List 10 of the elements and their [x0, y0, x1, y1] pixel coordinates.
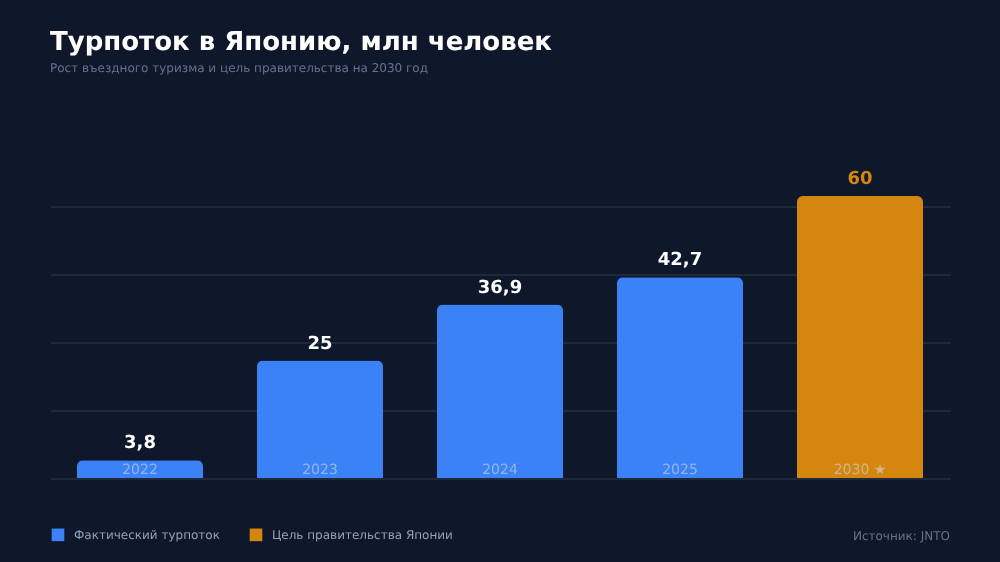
- chart-title: Турпоток в Японию, млн человек: [50, 28, 553, 58]
- data-label: 3,8: [124, 434, 156, 455]
- data-label: 36,9: [477, 278, 523, 299]
- bar: [257, 360, 383, 478]
- data-label: 25: [307, 334, 333, 355]
- bar: [437, 304, 563, 478]
- bar: [617, 277, 743, 478]
- data-label: 60: [847, 170, 873, 190]
- data-label: 42,7: [657, 251, 703, 272]
- bar: [797, 196, 923, 478]
